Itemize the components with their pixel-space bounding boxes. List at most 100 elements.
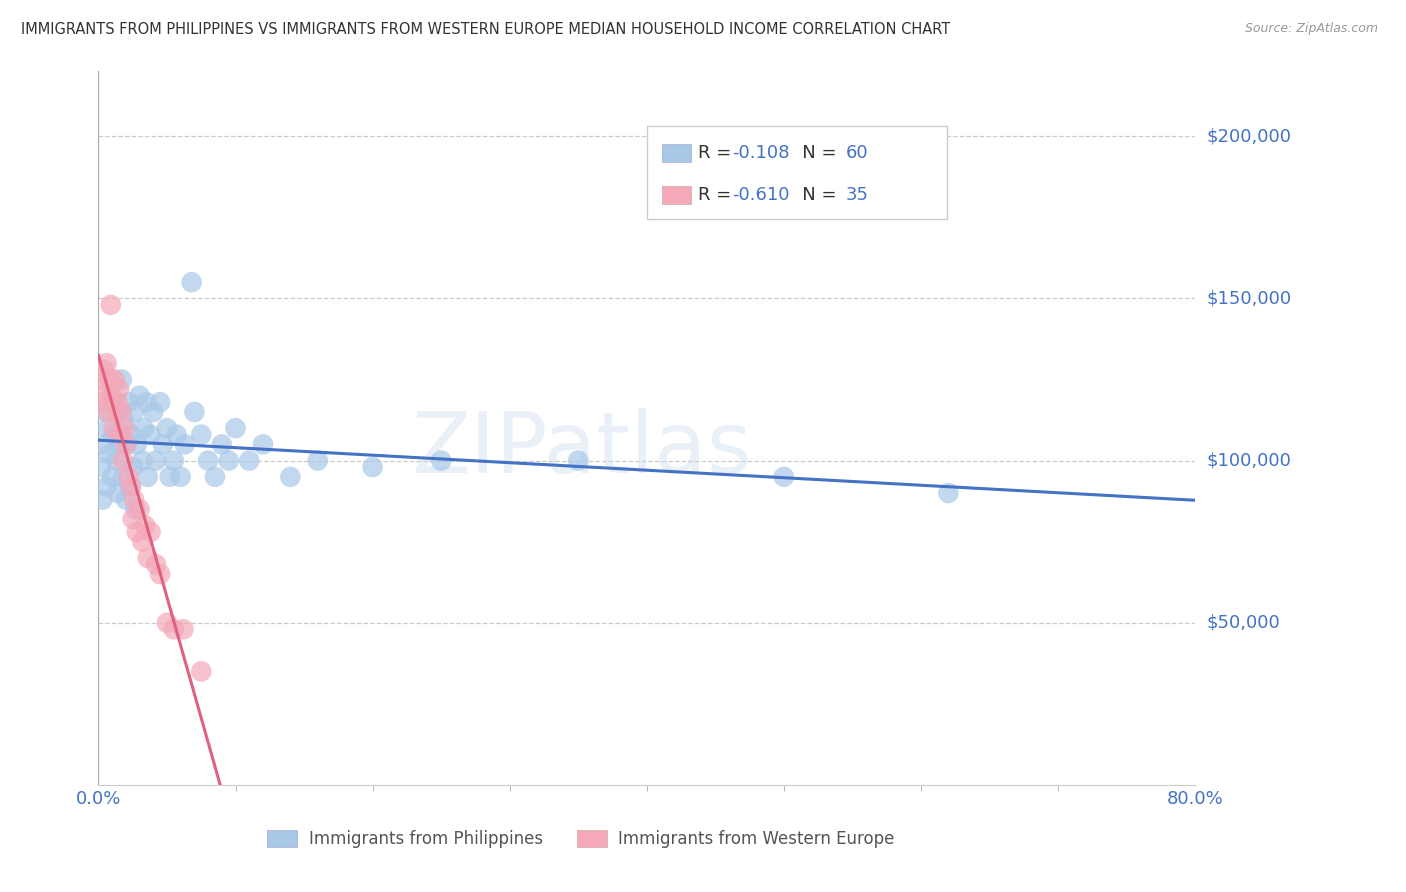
Point (104, 395, 127, 409)
Point (101, 470, 124, 484)
Point (159, 470, 181, 484)
Point (136, 550, 159, 565)
Text: N =: N = (785, 186, 842, 203)
Text: ZIPatlas: ZIPatlas (411, 408, 751, 491)
Point (111, 372, 134, 386)
Point (145, 453, 167, 467)
Point (131, 534, 153, 549)
Point (108, 405, 131, 419)
Point (307, 453, 329, 467)
Point (149, 395, 172, 409)
Point (122, 492, 145, 507)
Point (183, 405, 205, 419)
Point (115, 437, 138, 451)
Point (94, 405, 117, 419)
Text: $100,000: $100,000 (1206, 451, 1291, 469)
Text: -0.108: -0.108 (733, 144, 790, 161)
Point (135, 395, 157, 409)
Point (107, 486, 129, 500)
Point (117, 470, 139, 484)
Point (103, 427, 125, 442)
Text: 35: 35 (846, 186, 869, 203)
Point (252, 437, 274, 451)
Text: IMMIGRANTS FROM PHILIPPINES VS IMMIGRANTS FROM WESTERN EUROPE MEDIAN HOUSEHOLD I: IMMIGRANTS FROM PHILIPPINES VS IMMIGRANT… (21, 22, 950, 37)
Point (97, 405, 120, 419)
Point (114, 415, 136, 429)
Point (100, 389, 122, 403)
Point (225, 421, 247, 435)
Point (90, 460, 112, 475)
Point (149, 567, 172, 582)
Point (156, 421, 179, 435)
Point (107, 395, 129, 409)
Point (180, 275, 202, 289)
Point (120, 427, 142, 442)
Point (131, 453, 153, 467)
Text: $50,000: $50,000 (1206, 614, 1279, 632)
Point (156, 615, 179, 630)
Point (100, 298, 122, 312)
Point (190, 665, 212, 679)
Point (567, 453, 589, 467)
Point (163, 453, 186, 467)
Point (110, 437, 132, 451)
Text: R =: R = (697, 186, 737, 203)
Text: R =: R = (697, 144, 737, 161)
Point (121, 460, 143, 475)
Point (218, 453, 240, 467)
Point (120, 479, 142, 493)
Point (111, 405, 134, 419)
Point (90, 372, 112, 386)
Point (122, 405, 145, 419)
Point (361, 460, 384, 475)
Point (115, 492, 138, 507)
Point (103, 421, 125, 435)
Legend: Immigrants from Philippines, Immigrants from Western Europe: Immigrants from Philippines, Immigrants … (260, 823, 901, 855)
Point (91, 492, 114, 507)
Point (105, 405, 128, 419)
Point (121, 512, 143, 526)
Point (112, 453, 135, 467)
Point (139, 427, 162, 442)
Point (136, 470, 159, 484)
Point (115, 437, 138, 451)
Point (104, 372, 127, 386)
Point (97, 421, 120, 435)
Point (280, 470, 302, 484)
Point (163, 622, 186, 636)
Point (172, 622, 194, 636)
Point (105, 453, 128, 467)
Point (110, 427, 132, 442)
Point (128, 389, 150, 403)
Point (128, 502, 150, 516)
Point (134, 518, 156, 533)
Text: -0.610: -0.610 (733, 186, 790, 203)
Text: 60: 60 (846, 144, 869, 161)
Point (190, 427, 212, 442)
Point (145, 558, 167, 572)
Point (430, 453, 453, 467)
Point (118, 479, 141, 493)
Point (938, 486, 960, 500)
Text: $200,000: $200,000 (1206, 128, 1291, 145)
Point (125, 437, 148, 451)
Point (139, 524, 162, 539)
Point (112, 470, 135, 484)
Point (108, 382, 131, 396)
Text: Source: ZipAtlas.com: Source: ZipAtlas.com (1244, 22, 1378, 36)
Point (93, 363, 115, 377)
Point (142, 405, 165, 419)
Point (117, 395, 139, 409)
Point (238, 453, 260, 467)
Point (773, 470, 796, 484)
Point (101, 389, 124, 403)
Point (93, 437, 115, 451)
Point (94, 395, 117, 409)
Point (170, 470, 193, 484)
Point (211, 437, 233, 451)
Point (132, 421, 155, 435)
Point (98, 372, 121, 386)
Point (98, 447, 121, 461)
Point (124, 502, 146, 516)
Point (166, 427, 188, 442)
